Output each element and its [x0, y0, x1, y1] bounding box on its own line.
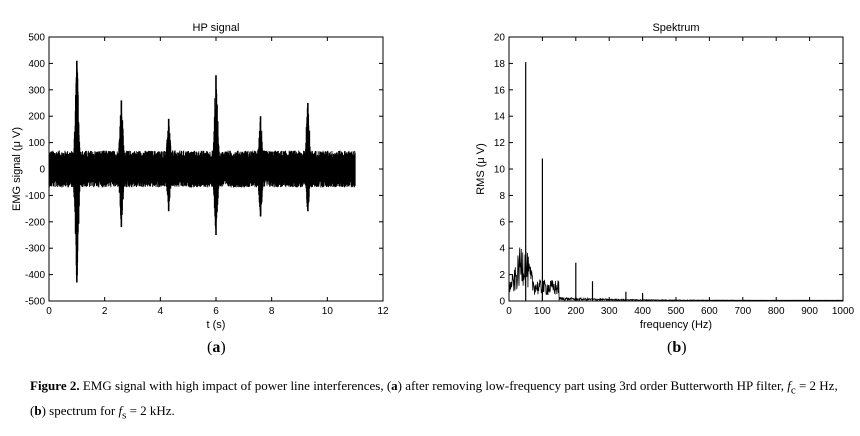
- spectrum-chart: Spektrum 0 100 200 300 400 500 600 700 800 900 100…: [475, 22, 855, 331]
- b-ytick-label: 14: [494, 112, 506, 123]
- a-ytick-label: -200: [25, 217, 45, 228]
- subfigure-label-b: (b): [667, 339, 687, 356]
- b-xtick-label: 1000: [832, 306, 855, 317]
- chart-a-xlabel: t (s): [207, 319, 226, 331]
- chart-b-spectrum-trace: [508, 62, 844, 302]
- a-xtick-label: 0: [46, 306, 52, 317]
- hp-signal-chart: HP signal 0 2 4 6 8 10 12 -500 -400 -300 -200 -100…: [11, 22, 389, 331]
- b-xtick-label: 700: [734, 306, 751, 317]
- b-ytick-label: 8: [499, 191, 505, 202]
- a-xtick-label: 4: [158, 306, 164, 317]
- a-xtick-label: 12: [377, 306, 389, 317]
- chart-b-ylabel: RMS (μ V): [475, 143, 487, 195]
- b-ytick-label: 6: [499, 217, 505, 228]
- b-ytick-label: 18: [494, 59, 506, 70]
- a-ytick-label: 100: [28, 138, 45, 149]
- a-ytick-label: -400: [25, 270, 45, 281]
- a-ytick-label: 0: [39, 165, 45, 176]
- a-ytick-label: 200: [28, 112, 45, 123]
- b-xtick-label: 800: [768, 306, 785, 317]
- a-ytick-label: 500: [28, 33, 45, 44]
- figure-caption: Figure 2. EMG signal with high impact of…: [30, 378, 838, 422]
- b-xtick-label: 900: [801, 306, 818, 317]
- b-xtick-label: 200: [567, 306, 584, 317]
- b-xtick-label: 0: [506, 306, 512, 317]
- a-ytick-label: -100: [25, 191, 45, 202]
- b-xtick-label: 100: [534, 306, 551, 317]
- a-ytick-label: -300: [25, 244, 45, 255]
- b-ytick-label: 4: [499, 244, 505, 255]
- a-ytick-label: -500: [25, 297, 45, 308]
- chart-a-signal-trace: [48, 60, 356, 283]
- hp-signal-core-band: [49, 158, 356, 180]
- chart-b-title: Spektrum: [652, 22, 699, 34]
- a-xtick-label: 10: [322, 306, 334, 317]
- a-ytick-label: 400: [28, 59, 45, 70]
- subfigure-label-a: (a): [207, 339, 226, 356]
- a-ytick-label: 300: [28, 85, 45, 96]
- b-ytick-label: 20: [494, 33, 506, 44]
- a-xtick-label: 2: [102, 306, 108, 317]
- b-xtick-label: 400: [634, 306, 651, 317]
- b-ytick-label: 10: [494, 165, 506, 176]
- b-ytick-label: 0: [499, 297, 505, 308]
- b-xtick-label: 300: [601, 306, 618, 317]
- chart-b-axes-frame: [508, 36, 844, 302]
- b-ytick-label: 16: [494, 85, 506, 96]
- chart-a-ylabel: EMG signal (μ V): [11, 127, 23, 211]
- b-ytick-label: 2: [499, 270, 505, 281]
- a-xtick-label: 8: [269, 306, 275, 317]
- b-xtick-label: 600: [701, 306, 718, 317]
- chart-a-title: HP signal: [193, 22, 240, 34]
- chart-b-xlabel: frequency (Hz): [640, 319, 712, 331]
- b-xtick-label: 500: [668, 306, 685, 317]
- a-xtick-label: 6: [213, 306, 219, 317]
- spectrum-trace: [508, 247, 844, 302]
- caption-label: Figure 2.: [30, 378, 80, 393]
- b-ytick-label: 12: [494, 138, 506, 149]
